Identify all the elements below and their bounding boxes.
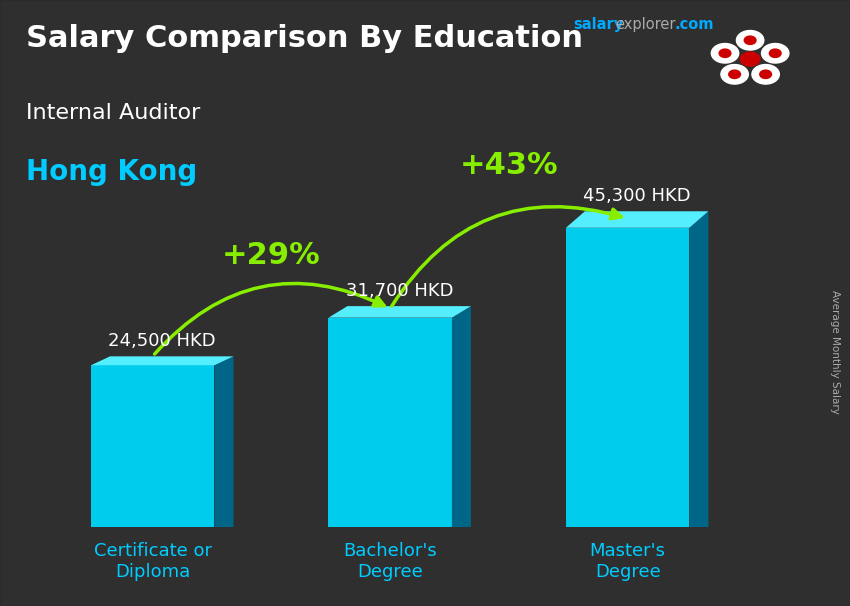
Text: Hong Kong: Hong Kong [26, 158, 196, 185]
Polygon shape [566, 228, 689, 527]
Polygon shape [214, 356, 234, 527]
Circle shape [721, 65, 748, 84]
Text: explorer: explorer [615, 17, 676, 32]
Circle shape [740, 52, 760, 66]
Text: 45,300 HKD: 45,300 HKD [583, 187, 691, 205]
Circle shape [745, 36, 756, 44]
Text: Certificate or
Diploma: Certificate or Diploma [94, 542, 212, 581]
Text: Internal Auditor: Internal Auditor [26, 103, 200, 123]
Polygon shape [328, 318, 452, 527]
Text: 24,500 HKD: 24,500 HKD [109, 332, 216, 350]
Text: +29%: +29% [222, 241, 320, 270]
Text: salary: salary [574, 17, 624, 32]
Polygon shape [91, 356, 234, 365]
Circle shape [736, 30, 764, 50]
Text: 31,700 HKD: 31,700 HKD [346, 282, 453, 299]
Polygon shape [689, 211, 708, 527]
Circle shape [728, 70, 740, 79]
Text: .com: .com [674, 17, 713, 32]
Circle shape [760, 70, 772, 79]
Polygon shape [328, 306, 471, 318]
Polygon shape [452, 306, 471, 527]
Circle shape [711, 44, 739, 63]
Circle shape [752, 65, 779, 84]
Circle shape [762, 44, 789, 63]
Text: Master's
Degree: Master's Degree [590, 542, 666, 581]
Text: +43%: +43% [460, 152, 558, 181]
Text: Average Monthly Salary: Average Monthly Salary [830, 290, 840, 413]
Polygon shape [91, 365, 214, 527]
Text: Bachelor's
Degree: Bachelor's Degree [343, 542, 437, 581]
Circle shape [719, 49, 731, 58]
Circle shape [769, 49, 781, 58]
Text: Salary Comparison By Education: Salary Comparison By Education [26, 24, 582, 53]
Polygon shape [566, 211, 708, 228]
